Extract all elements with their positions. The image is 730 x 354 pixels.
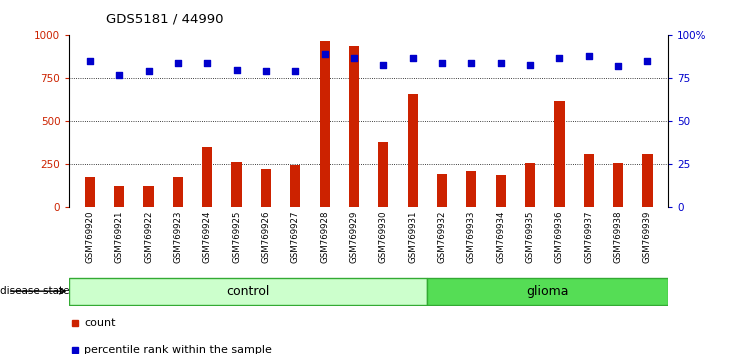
Bar	[466, 171, 477, 207]
Bar	[407, 94, 418, 207]
Text: GSM769931: GSM769931	[408, 211, 417, 263]
Point	[553, 55, 565, 61]
Bar	[173, 177, 183, 207]
Bar	[427, 278, 668, 305]
Text: percentile rank within the sample: percentile rank within the sample	[84, 344, 272, 354]
Point	[377, 62, 389, 67]
Point	[172, 60, 184, 66]
Bar	[496, 175, 506, 207]
Point	[407, 55, 418, 61]
Point	[642, 58, 653, 64]
Bar	[583, 154, 594, 207]
Point	[319, 51, 331, 57]
Bar	[231, 161, 242, 207]
Text: GSM769930: GSM769930	[379, 211, 388, 263]
Text: GSM769924: GSM769924	[203, 211, 212, 263]
Text: GSM769925: GSM769925	[232, 211, 241, 263]
Text: GDS5181 / 44990: GDS5181 / 44990	[106, 12, 223, 25]
Text: GSM769929: GSM769929	[350, 211, 358, 263]
Text: GSM769932: GSM769932	[437, 211, 447, 263]
Point	[495, 60, 507, 66]
Text: GSM769920: GSM769920	[85, 211, 94, 263]
Text: GSM769928: GSM769928	[320, 211, 329, 263]
Point	[466, 60, 477, 66]
Point	[290, 69, 301, 74]
Text: glioma: glioma	[526, 285, 569, 298]
Point	[436, 60, 447, 66]
Text: GSM769938: GSM769938	[614, 211, 623, 263]
Bar	[143, 185, 154, 207]
Bar	[290, 165, 301, 207]
Point	[113, 72, 125, 78]
Point	[348, 55, 360, 61]
Text: count: count	[84, 318, 116, 328]
Bar	[114, 187, 124, 207]
Point	[583, 53, 594, 59]
Bar	[525, 163, 535, 207]
Bar	[437, 173, 447, 207]
Text: disease state: disease state	[0, 286, 69, 296]
Bar	[613, 163, 623, 207]
Point	[612, 63, 624, 69]
Text: GSM769939: GSM769939	[643, 211, 652, 263]
Point	[260, 69, 272, 74]
Text: GSM769921: GSM769921	[115, 211, 123, 263]
Bar	[85, 177, 95, 207]
Bar	[378, 142, 388, 207]
Point	[201, 60, 213, 66]
Bar	[202, 147, 212, 207]
Bar	[554, 101, 564, 207]
Text: GSM769935: GSM769935	[526, 211, 534, 263]
Text: GSM769936: GSM769936	[555, 211, 564, 263]
Bar	[349, 46, 359, 207]
Bar	[642, 154, 653, 207]
Text: GSM769933: GSM769933	[467, 211, 476, 263]
Bar	[261, 169, 271, 207]
Text: GSM769927: GSM769927	[291, 211, 300, 263]
Bar	[69, 278, 427, 305]
Text: GSM769926: GSM769926	[261, 211, 270, 263]
Point	[524, 62, 536, 67]
Text: GSM769937: GSM769937	[584, 211, 593, 263]
Point	[84, 58, 96, 64]
Text: GSM769922: GSM769922	[144, 211, 153, 263]
Text: control: control	[226, 285, 270, 298]
Bar	[320, 41, 330, 207]
Text: GSM769923: GSM769923	[174, 211, 182, 263]
Text: GSM769934: GSM769934	[496, 211, 505, 263]
Point	[143, 69, 155, 74]
Point	[231, 67, 242, 73]
